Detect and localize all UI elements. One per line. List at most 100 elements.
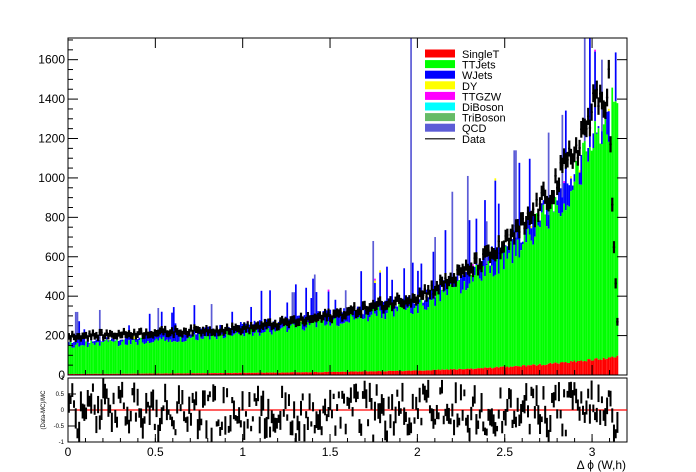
bar-singlet xyxy=(552,363,555,375)
bar-wjets xyxy=(573,174,576,182)
bar-wjets xyxy=(196,328,199,341)
bar-wjets xyxy=(527,219,529,229)
bar-ttjets xyxy=(508,252,510,368)
bar-singlet xyxy=(530,365,533,375)
bar-singlet xyxy=(105,373,108,375)
bar-singlet xyxy=(494,367,497,375)
bar-wjets xyxy=(375,307,378,316)
bar-singlet xyxy=(599,359,602,375)
bar-ttjets xyxy=(578,184,581,361)
legend-label: TriBoson xyxy=(462,113,506,125)
bar-singlet xyxy=(463,369,466,375)
bar-wjets xyxy=(516,225,519,240)
bar-ttjets xyxy=(465,290,467,369)
bar-ttjets xyxy=(546,226,548,365)
bar-singlet xyxy=(542,364,545,375)
bar-ttjets xyxy=(503,269,505,367)
bar-singlet xyxy=(135,373,137,375)
bar-wjets xyxy=(324,316,326,326)
bar-singlet xyxy=(521,365,524,375)
bar-singlet xyxy=(537,364,540,375)
bar-qcd xyxy=(561,114,564,198)
bar-singlet xyxy=(496,366,498,375)
bar-ttjets xyxy=(368,316,371,372)
bar-singlet xyxy=(509,366,512,375)
bar-ttjets xyxy=(379,310,381,372)
bar-singlet xyxy=(257,372,259,375)
bar-singlet xyxy=(264,372,266,375)
bar-singlet xyxy=(566,363,569,375)
bar-ttjets xyxy=(116,339,118,374)
ratio-y-tick-label: 1 xyxy=(61,376,65,382)
bar-singlet xyxy=(403,371,406,375)
bar-ttjets xyxy=(121,341,124,374)
bar-singlet xyxy=(544,365,547,375)
bar-wjets xyxy=(520,242,522,251)
bar-singlet xyxy=(343,371,345,375)
bar-wjets xyxy=(159,332,161,338)
bar-ttjets xyxy=(310,322,313,373)
bar-ttjets xyxy=(315,327,318,372)
bar-singlet xyxy=(370,371,373,375)
bar-singlet xyxy=(281,372,283,375)
bar-singlet xyxy=(198,373,201,375)
bar-ttjets xyxy=(267,328,270,373)
bar-wjets xyxy=(563,183,565,204)
bar-ttjets xyxy=(92,343,94,374)
bar-ttjets xyxy=(466,288,469,369)
bar-qcd xyxy=(434,237,436,298)
bar-singlet xyxy=(573,360,576,375)
bar-ttjets xyxy=(551,198,553,364)
bar-ttjets xyxy=(449,284,452,370)
bar-dy xyxy=(494,178,497,181)
main-plot-axes: 0 200 400 600 800 1000 1200 1400 1600 xyxy=(38,37,628,382)
bar-qcd xyxy=(313,274,316,318)
bar-wjets xyxy=(195,334,197,340)
bar-ttjets xyxy=(403,307,406,372)
bar-ttjets xyxy=(210,334,213,374)
bar-singlet xyxy=(117,373,120,375)
bar-singlet xyxy=(184,373,187,375)
bar-ttgzw xyxy=(472,264,474,267)
bar-ttjets xyxy=(592,147,595,361)
bar-wjets xyxy=(391,279,394,308)
bar-ttjets xyxy=(446,294,449,370)
bar-ttjets xyxy=(506,258,509,367)
bar-ttjets xyxy=(448,283,450,371)
bar-ttjets xyxy=(394,308,397,372)
bar-wjets xyxy=(147,336,149,342)
bar-ttjets xyxy=(269,332,271,373)
bar-ttjets xyxy=(167,341,170,374)
x-tick-label: 3 xyxy=(589,445,596,459)
bar-singlet xyxy=(601,359,603,375)
bar-ttjets xyxy=(176,342,179,374)
bar-qcd xyxy=(547,132,550,216)
bar-ttjets xyxy=(234,333,237,373)
bar-singlet xyxy=(360,371,363,375)
bar-ttjets xyxy=(398,303,400,372)
bar-singlet xyxy=(109,373,111,375)
bar-singlet xyxy=(78,373,81,375)
bar-singlet xyxy=(377,371,380,375)
bar-ttjets xyxy=(350,312,352,372)
bar-ttjets xyxy=(606,134,608,359)
bar-singlet xyxy=(95,373,98,375)
bar-qcd xyxy=(293,292,295,316)
y-tick-label: 1400 xyxy=(38,92,65,106)
bar-ttjets xyxy=(602,124,605,358)
bar-wjets xyxy=(107,340,110,342)
bar-ttjets xyxy=(382,313,385,372)
bar-singlet xyxy=(487,367,490,375)
bar-singlet xyxy=(489,367,492,375)
bar-wjets xyxy=(129,335,132,345)
bar-ttjets xyxy=(515,256,517,366)
bar-ttjets xyxy=(238,334,240,373)
bar-ttjets xyxy=(86,346,89,374)
bar-ttjets xyxy=(570,191,572,361)
bar-singlet xyxy=(465,368,467,375)
bar-singlet xyxy=(594,358,596,375)
bar-ttjets xyxy=(90,340,93,374)
bar-wjets xyxy=(539,220,541,228)
ratio-y-tick-label: 0 xyxy=(61,408,65,414)
bar-singlet xyxy=(205,373,208,375)
